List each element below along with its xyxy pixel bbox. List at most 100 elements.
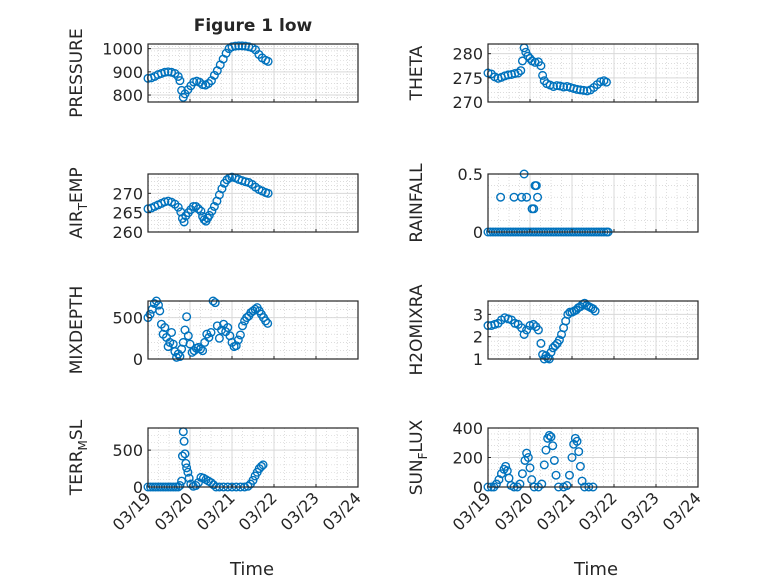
data-point	[155, 306, 165, 316]
x-tick-label: 03/20	[151, 488, 197, 534]
x-tick-label: 03/20	[491, 488, 537, 534]
data-point	[207, 206, 217, 216]
data-point	[258, 460, 268, 470]
data-point	[214, 333, 224, 343]
data-point	[550, 341, 560, 351]
x-tick-label: 03/24	[319, 488, 365, 534]
data-point	[230, 41, 240, 51]
y-tick-label: 2	[473, 328, 483, 347]
data-series	[143, 296, 273, 362]
data-point	[546, 347, 556, 357]
data-point	[183, 331, 193, 341]
data-point	[533, 325, 543, 335]
data-point	[181, 458, 191, 468]
data-point	[544, 430, 554, 440]
plot-area	[488, 174, 698, 232]
x-tick-label: 03/21	[193, 488, 239, 534]
axes-box	[487, 173, 699, 233]
data-point	[163, 342, 173, 352]
data-point	[203, 78, 213, 88]
axes-box	[487, 43, 699, 103]
data-point	[575, 85, 585, 95]
x-tick-label: 03/19	[449, 488, 495, 534]
data-point	[517, 469, 527, 479]
data-point	[517, 192, 527, 202]
data-point	[522, 448, 532, 458]
data-point	[579, 85, 589, 95]
data-point	[149, 298, 159, 308]
data-point	[185, 339, 195, 349]
axes-box	[147, 43, 359, 103]
data-point	[575, 461, 585, 471]
x-tick-label: 03/19	[109, 488, 155, 534]
y-tick-label: 3	[473, 305, 483, 324]
data-point	[590, 306, 600, 316]
data-point	[184, 473, 194, 483]
data-point	[529, 204, 539, 214]
data-point	[233, 335, 243, 345]
data-point	[182, 463, 192, 473]
axes-box	[147, 300, 359, 360]
data-point	[237, 41, 247, 51]
y-tick-label: 0	[473, 478, 483, 497]
y-axis-label-6: TERRMSL	[67, 419, 90, 496]
data-point	[263, 188, 273, 198]
data-point	[177, 476, 187, 486]
y-tick-label: 800	[112, 86, 143, 105]
data-point	[523, 453, 533, 463]
data-point	[562, 481, 572, 491]
data-series	[483, 298, 600, 364]
x-tick-label: 03/24	[659, 488, 705, 534]
data-point	[179, 436, 189, 446]
data-point	[183, 467, 193, 477]
y-axis-label-7: SUNFLUX	[407, 419, 430, 495]
data-point	[209, 70, 219, 80]
y-axis-label-0: PRESSURE	[67, 28, 87, 117]
data-point	[167, 327, 177, 337]
data-point	[263, 56, 273, 66]
y-tick-label: 270	[452, 93, 483, 112]
data-point	[572, 436, 582, 446]
data-point	[536, 338, 546, 348]
data-point	[173, 71, 183, 81]
data-point	[261, 316, 271, 326]
data-point	[160, 197, 170, 207]
data-point	[572, 84, 582, 94]
axes-box	[487, 300, 699, 360]
data-point	[209, 201, 219, 211]
subplot-mixdepth: 0 500 MIXDEPTH	[67, 286, 359, 375]
data-point	[559, 82, 569, 92]
data-point	[519, 329, 529, 339]
data-point	[515, 479, 525, 489]
data-point	[496, 192, 506, 202]
data-point	[537, 479, 547, 489]
y-tick-label: 0	[473, 223, 483, 242]
data-point	[198, 346, 208, 356]
data-point	[549, 455, 559, 465]
y-tick-label: 265	[112, 204, 143, 223]
data-series	[483, 43, 611, 96]
data-point	[182, 312, 192, 322]
data-point	[531, 181, 541, 191]
data-point	[250, 304, 260, 314]
data-point	[193, 478, 203, 488]
y-tick-label: 0.5	[458, 165, 483, 184]
data-point	[160, 323, 170, 333]
data-point	[539, 460, 549, 470]
y-tick-label: 500	[112, 441, 143, 460]
data-point	[539, 76, 549, 86]
data-point	[222, 175, 232, 185]
y-axis-label-4: MIXDEPTH	[67, 286, 87, 375]
data-point	[243, 481, 253, 491]
data-point	[554, 335, 564, 345]
data-point	[210, 298, 220, 308]
data-point	[173, 202, 183, 212]
data-point	[513, 68, 523, 78]
data-point	[536, 61, 546, 71]
data-point	[177, 451, 187, 461]
data-point	[175, 76, 185, 86]
